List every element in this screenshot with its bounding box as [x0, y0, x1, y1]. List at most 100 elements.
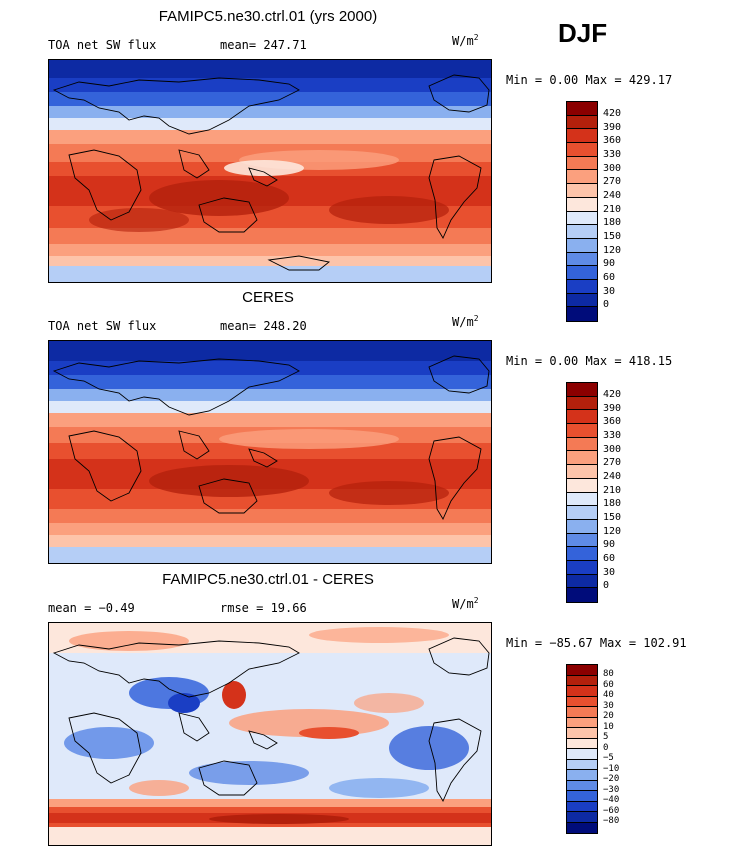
colorbar-tick-label: 330	[603, 149, 622, 160]
panel-2-stat: mean= 248.20	[220, 319, 307, 333]
units-sup: 2	[473, 314, 479, 323]
colorbar-swatch	[567, 717, 597, 728]
colorbar-tick-label: 150	[603, 231, 622, 242]
colorbar-swatch	[567, 738, 597, 749]
colorbar-swatch	[567, 211, 597, 226]
panel-3-map	[48, 622, 492, 846]
colorbar-tick-label: 120	[603, 245, 622, 256]
colorbar-tick-label: 240	[603, 471, 622, 482]
colorbar-tick-label: 360	[603, 135, 622, 146]
colorbar-swatch	[567, 184, 597, 198]
colorbar-tick-label: 30	[603, 567, 616, 578]
panel-1-heatmap	[49, 60, 491, 282]
season-label: DJF	[558, 18, 608, 48]
colorbar-swatch	[567, 533, 597, 548]
colorbar-tick-label: 10	[603, 721, 614, 732]
panel-2-map	[48, 340, 492, 564]
colorbar-tick-label: −80	[603, 816, 620, 826]
colorbar-swatch	[567, 478, 597, 493]
panel-1-units: W/m2	[452, 33, 479, 48]
colorbar-swatch	[567, 728, 597, 739]
colorbar-swatch	[567, 115, 597, 130]
colorbar-swatch	[567, 225, 597, 239]
colorbar-swatch	[567, 686, 597, 697]
colorbar-swatch	[567, 707, 597, 718]
colorbar-swatch	[567, 465, 597, 479]
panel-1-colorbar	[566, 101, 598, 322]
colorbar-swatch	[567, 396, 597, 411]
panel-3-rmse: rmse = 19.66	[220, 601, 307, 615]
colorbar-tick-label: 80	[603, 669, 614, 679]
colorbar-tick-label: 390	[603, 122, 622, 133]
panel-2-units: W/m2	[452, 314, 479, 329]
colorbar-tick-label: −40	[603, 795, 620, 805]
colorbar-swatch	[567, 665, 597, 676]
colorbar-swatch	[567, 307, 597, 321]
colorbar-swatch	[567, 238, 597, 253]
units-sup: 2	[473, 596, 479, 605]
colorbar-swatch	[567, 759, 597, 770]
colorbar-tick-label: 40	[603, 690, 614, 700]
colorbar-tick-label: 90	[603, 258, 616, 269]
panel-3-colorbar	[566, 664, 598, 834]
colorbar-swatch	[567, 547, 597, 561]
colorbar-swatch	[567, 410, 597, 425]
colorbar-swatch	[567, 279, 597, 294]
colorbar-tick-label: 30	[603, 286, 616, 297]
colorbar-tick-label: 60	[603, 272, 616, 283]
colorbar-tick-label: 150	[603, 512, 622, 523]
panel-1-map	[48, 59, 492, 283]
colorbar-swatch	[567, 770, 597, 781]
colorbar-swatch	[567, 143, 597, 157]
colorbar-swatch	[567, 791, 597, 802]
panel-2-title: CERES	[242, 289, 294, 306]
colorbar-swatch	[567, 506, 597, 520]
colorbar-tick-label: −10	[603, 763, 620, 774]
colorbar-swatch	[567, 197, 597, 212]
colorbar-tick-label: 390	[603, 403, 622, 414]
panel-2-variable: TOA net SW flux	[48, 319, 157, 333]
colorbar-tick-label: 0	[603, 580, 610, 591]
units-base: W/m	[452, 34, 474, 48]
colorbar-tick-label: 240	[603, 190, 622, 201]
colorbar-tick-label: 0	[603, 299, 610, 310]
colorbar-swatch	[567, 156, 597, 171]
colorbar-swatch	[567, 675, 597, 686]
colorbar-swatch	[567, 780, 597, 791]
colorbar-tick-label: 420	[603, 108, 622, 119]
units-base: W/m	[452, 597, 474, 611]
panel-2-colorbar	[566, 382, 598, 603]
colorbar-tick-label: 60	[603, 553, 616, 564]
colorbar-swatch	[567, 266, 597, 280]
colorbar-swatch	[567, 588, 597, 602]
colorbar-tick-label: −5	[603, 753, 614, 763]
colorbar-tick-label: 5	[603, 732, 609, 742]
colorbar-tick-label: −20	[603, 774, 620, 784]
colorbar-swatch	[567, 437, 597, 452]
colorbar-tick-label: 30	[603, 700, 614, 711]
colorbar-tick-label: 270	[603, 457, 622, 468]
colorbar-tick-label: 20	[603, 711, 614, 721]
colorbar-swatch	[567, 519, 597, 534]
units-sup: 2	[473, 33, 479, 42]
colorbar-swatch	[567, 170, 597, 185]
colorbar-swatch	[567, 749, 597, 760]
panel-1-variable: TOA net SW flux	[48, 38, 157, 52]
colorbar-swatch	[567, 574, 597, 589]
panel-3-minmax: Min = −85.67 Max = 102.91	[506, 636, 687, 650]
panel-1-title: FAMIPC5.ne30.ctrl.01 (yrs 2000)	[158, 8, 378, 25]
colorbar-tick-label: 360	[603, 416, 622, 427]
colorbar-tick-label: 270	[603, 176, 622, 187]
colorbar-tick-label: 90	[603, 539, 616, 550]
panel-1-stat: mean= 247.71	[220, 38, 307, 52]
colorbar-swatch	[567, 383, 597, 397]
units-base: W/m	[452, 315, 474, 329]
colorbar-swatch	[567, 252, 597, 267]
panel-1-minmax: Min = 0.00 Max = 429.17	[506, 73, 673, 87]
colorbar-tick-label: 60	[603, 679, 614, 690]
colorbar-tick-label: 300	[603, 444, 622, 455]
colorbar-tick-label: 180	[603, 217, 622, 228]
colorbar-tick-label: 120	[603, 526, 622, 537]
colorbar-swatch	[567, 492, 597, 507]
panel-3-heatmap	[49, 623, 491, 845]
